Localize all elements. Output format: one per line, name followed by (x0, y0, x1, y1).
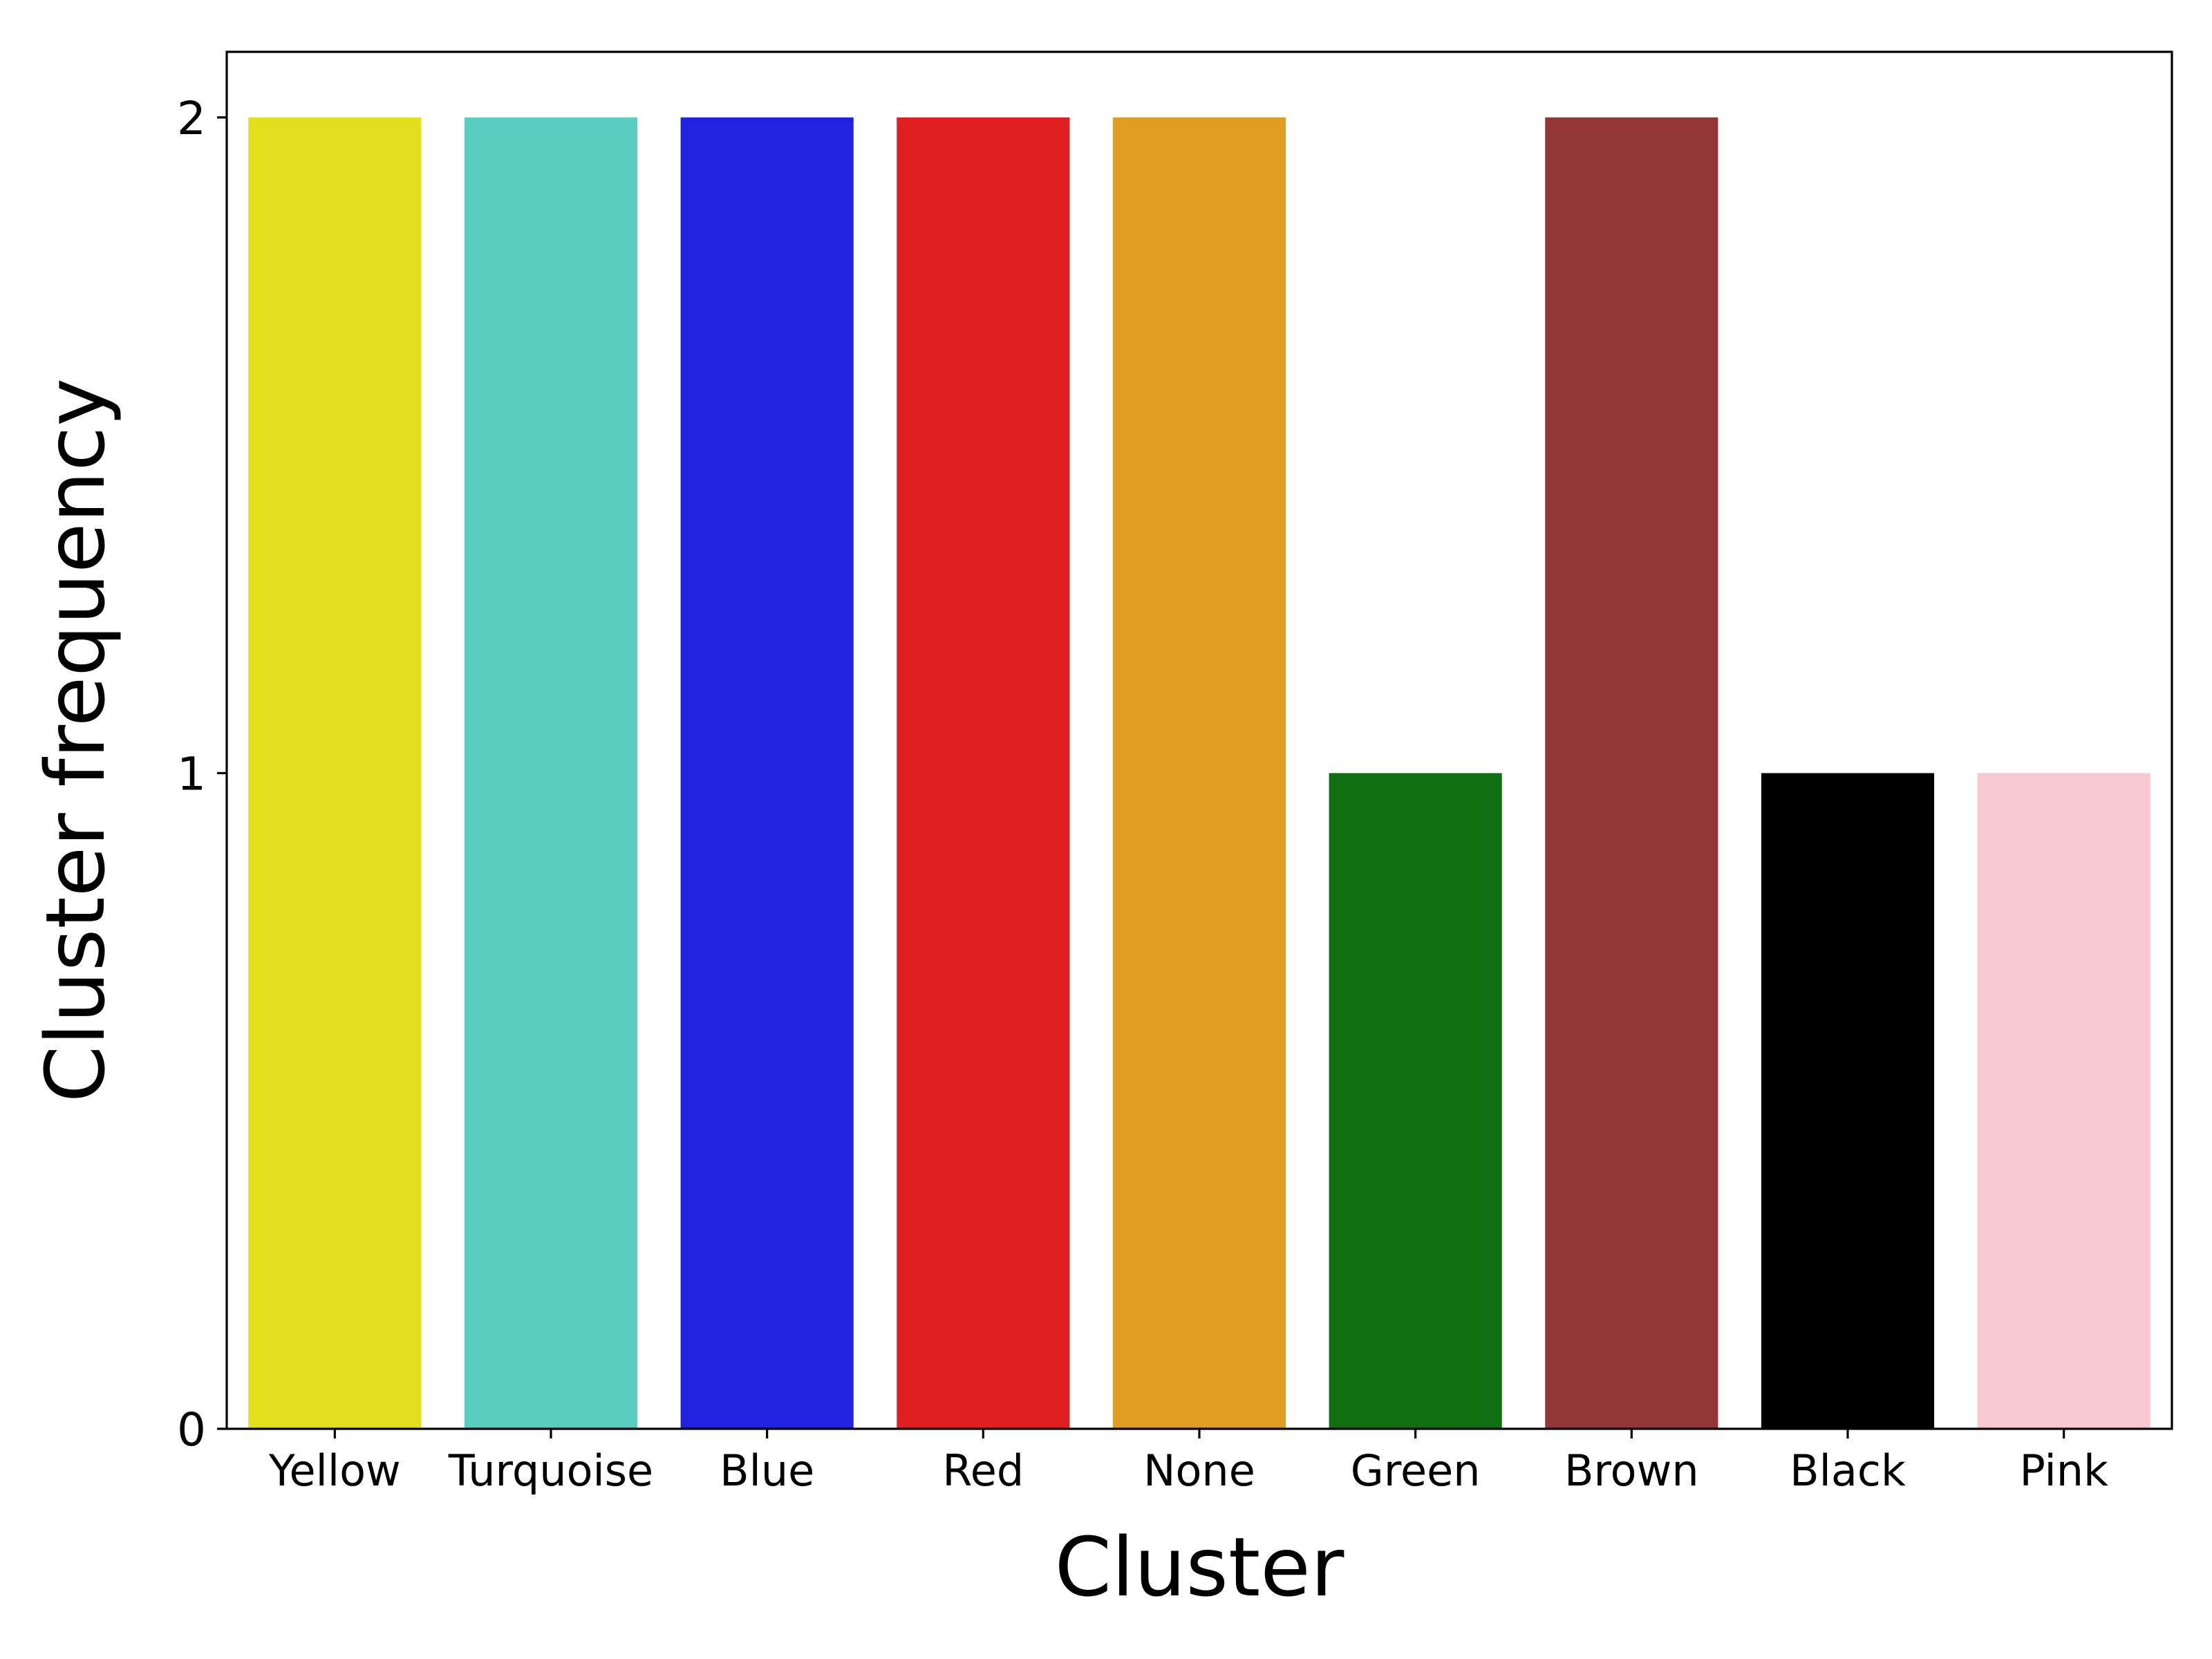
y-tick-label: 1 (177, 747, 206, 800)
x-tick-label: Red (942, 1445, 1024, 1496)
y-axis-title: Cluster frequency (28, 378, 123, 1103)
bar-pink (1977, 773, 2150, 1429)
x-tick-label: Yellow (268, 1445, 401, 1496)
x-axis-title: Cluster (1055, 1519, 1344, 1615)
axes-layer: Yellow Turquoise Blue Red None Green Brown Blac… (177, 92, 2108, 1496)
bar-blue (680, 117, 854, 1429)
bar-none (1112, 117, 1286, 1429)
y-tick-label: 0 (177, 1403, 206, 1456)
bar-brown (1545, 117, 1718, 1429)
x-tick-label: Pink (2019, 1445, 2108, 1496)
x-tick-label: None (1143, 1445, 1255, 1496)
bar-red (897, 117, 1070, 1429)
y-tick-label: 2 (177, 92, 206, 145)
bars-layer (248, 117, 2150, 1429)
bar-black (1761, 773, 1935, 1429)
x-tick-label: Blue (720, 1445, 814, 1496)
bar-yellow (248, 117, 422, 1429)
bar-green (1329, 773, 1502, 1429)
x-tick-label: Turquoise (448, 1445, 653, 1496)
x-tick-label: Brown (1564, 1445, 1699, 1496)
x-tick-label: Green (1351, 1445, 1481, 1496)
bar-turquoise (464, 117, 638, 1429)
x-tick-label: Black (1790, 1445, 1906, 1496)
